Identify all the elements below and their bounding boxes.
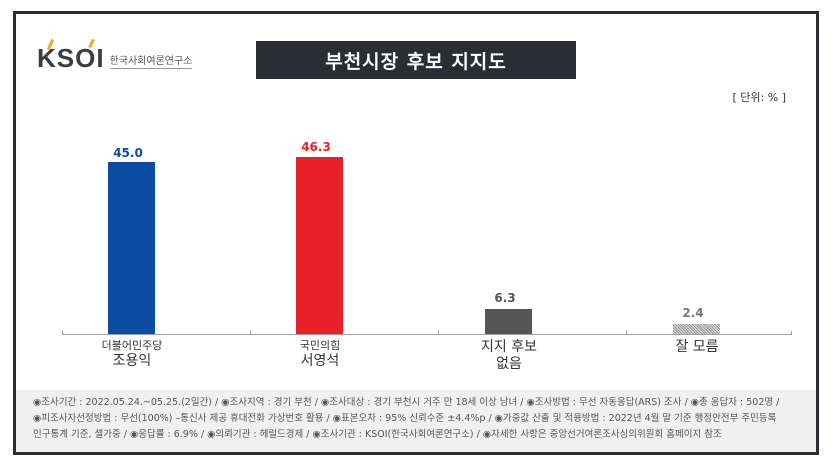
bar-seoyoungseok	[296, 157, 343, 334]
category-label: 지지 후보 없음	[481, 339, 537, 372]
chart-title: 부천시장 후보 지지도	[256, 41, 576, 79]
axis-tick	[250, 331, 251, 335]
logo-mark: KSOI	[37, 38, 105, 71]
category-label: 잘 모름	[675, 339, 719, 355]
x-axis	[62, 334, 792, 335]
footnote-line: ◉피조사자선정방법 : 무선(100%) –통신사 제공 휴대전화 가상번호 활…	[33, 413, 777, 424]
bar-value-label: 6.3	[494, 291, 516, 305]
bar-dont-know	[673, 324, 720, 334]
logo-text: 한국사회여론연구소	[109, 52, 193, 69]
axis-tick	[62, 331, 63, 335]
footnote-line: 인구통계 기준, 셀가중 / ◉응답률 : 6.9% / ◉의뢰기관 : 헤럴드…	[33, 429, 722, 440]
bar-value-label: 45.0	[113, 146, 143, 160]
chart-frame: KSOI 한국사회여론연구소 부천시장 후보 지지도 [ 단위: % ] 45.…	[13, 11, 819, 455]
bar-value-label: 2.4	[682, 306, 704, 320]
axis-tick	[791, 331, 792, 335]
category-label: 더불어민주당 조용익	[101, 339, 163, 369]
bar-value-label: 46.3	[301, 140, 331, 154]
category-label: 국민의힘 서영석	[299, 339, 341, 369]
ksoi-logo: KSOI 한국사회여론연구소	[37, 38, 193, 71]
axis-tick	[438, 331, 439, 335]
bar-joyongik	[108, 162, 155, 334]
axis-tick	[626, 331, 627, 335]
unit-label: [ 단위: % ]	[732, 91, 786, 104]
survey-footnote: ◉조사기간 : 2022.05.24.~05.25.(2일간) / ◉조사지역 …	[16, 390, 816, 452]
footnote-line: ◉조사기간 : 2022.05.24.~05.25.(2일간) / ◉조사지역 …	[33, 397, 780, 408]
bar-no-candidate	[485, 309, 532, 334]
